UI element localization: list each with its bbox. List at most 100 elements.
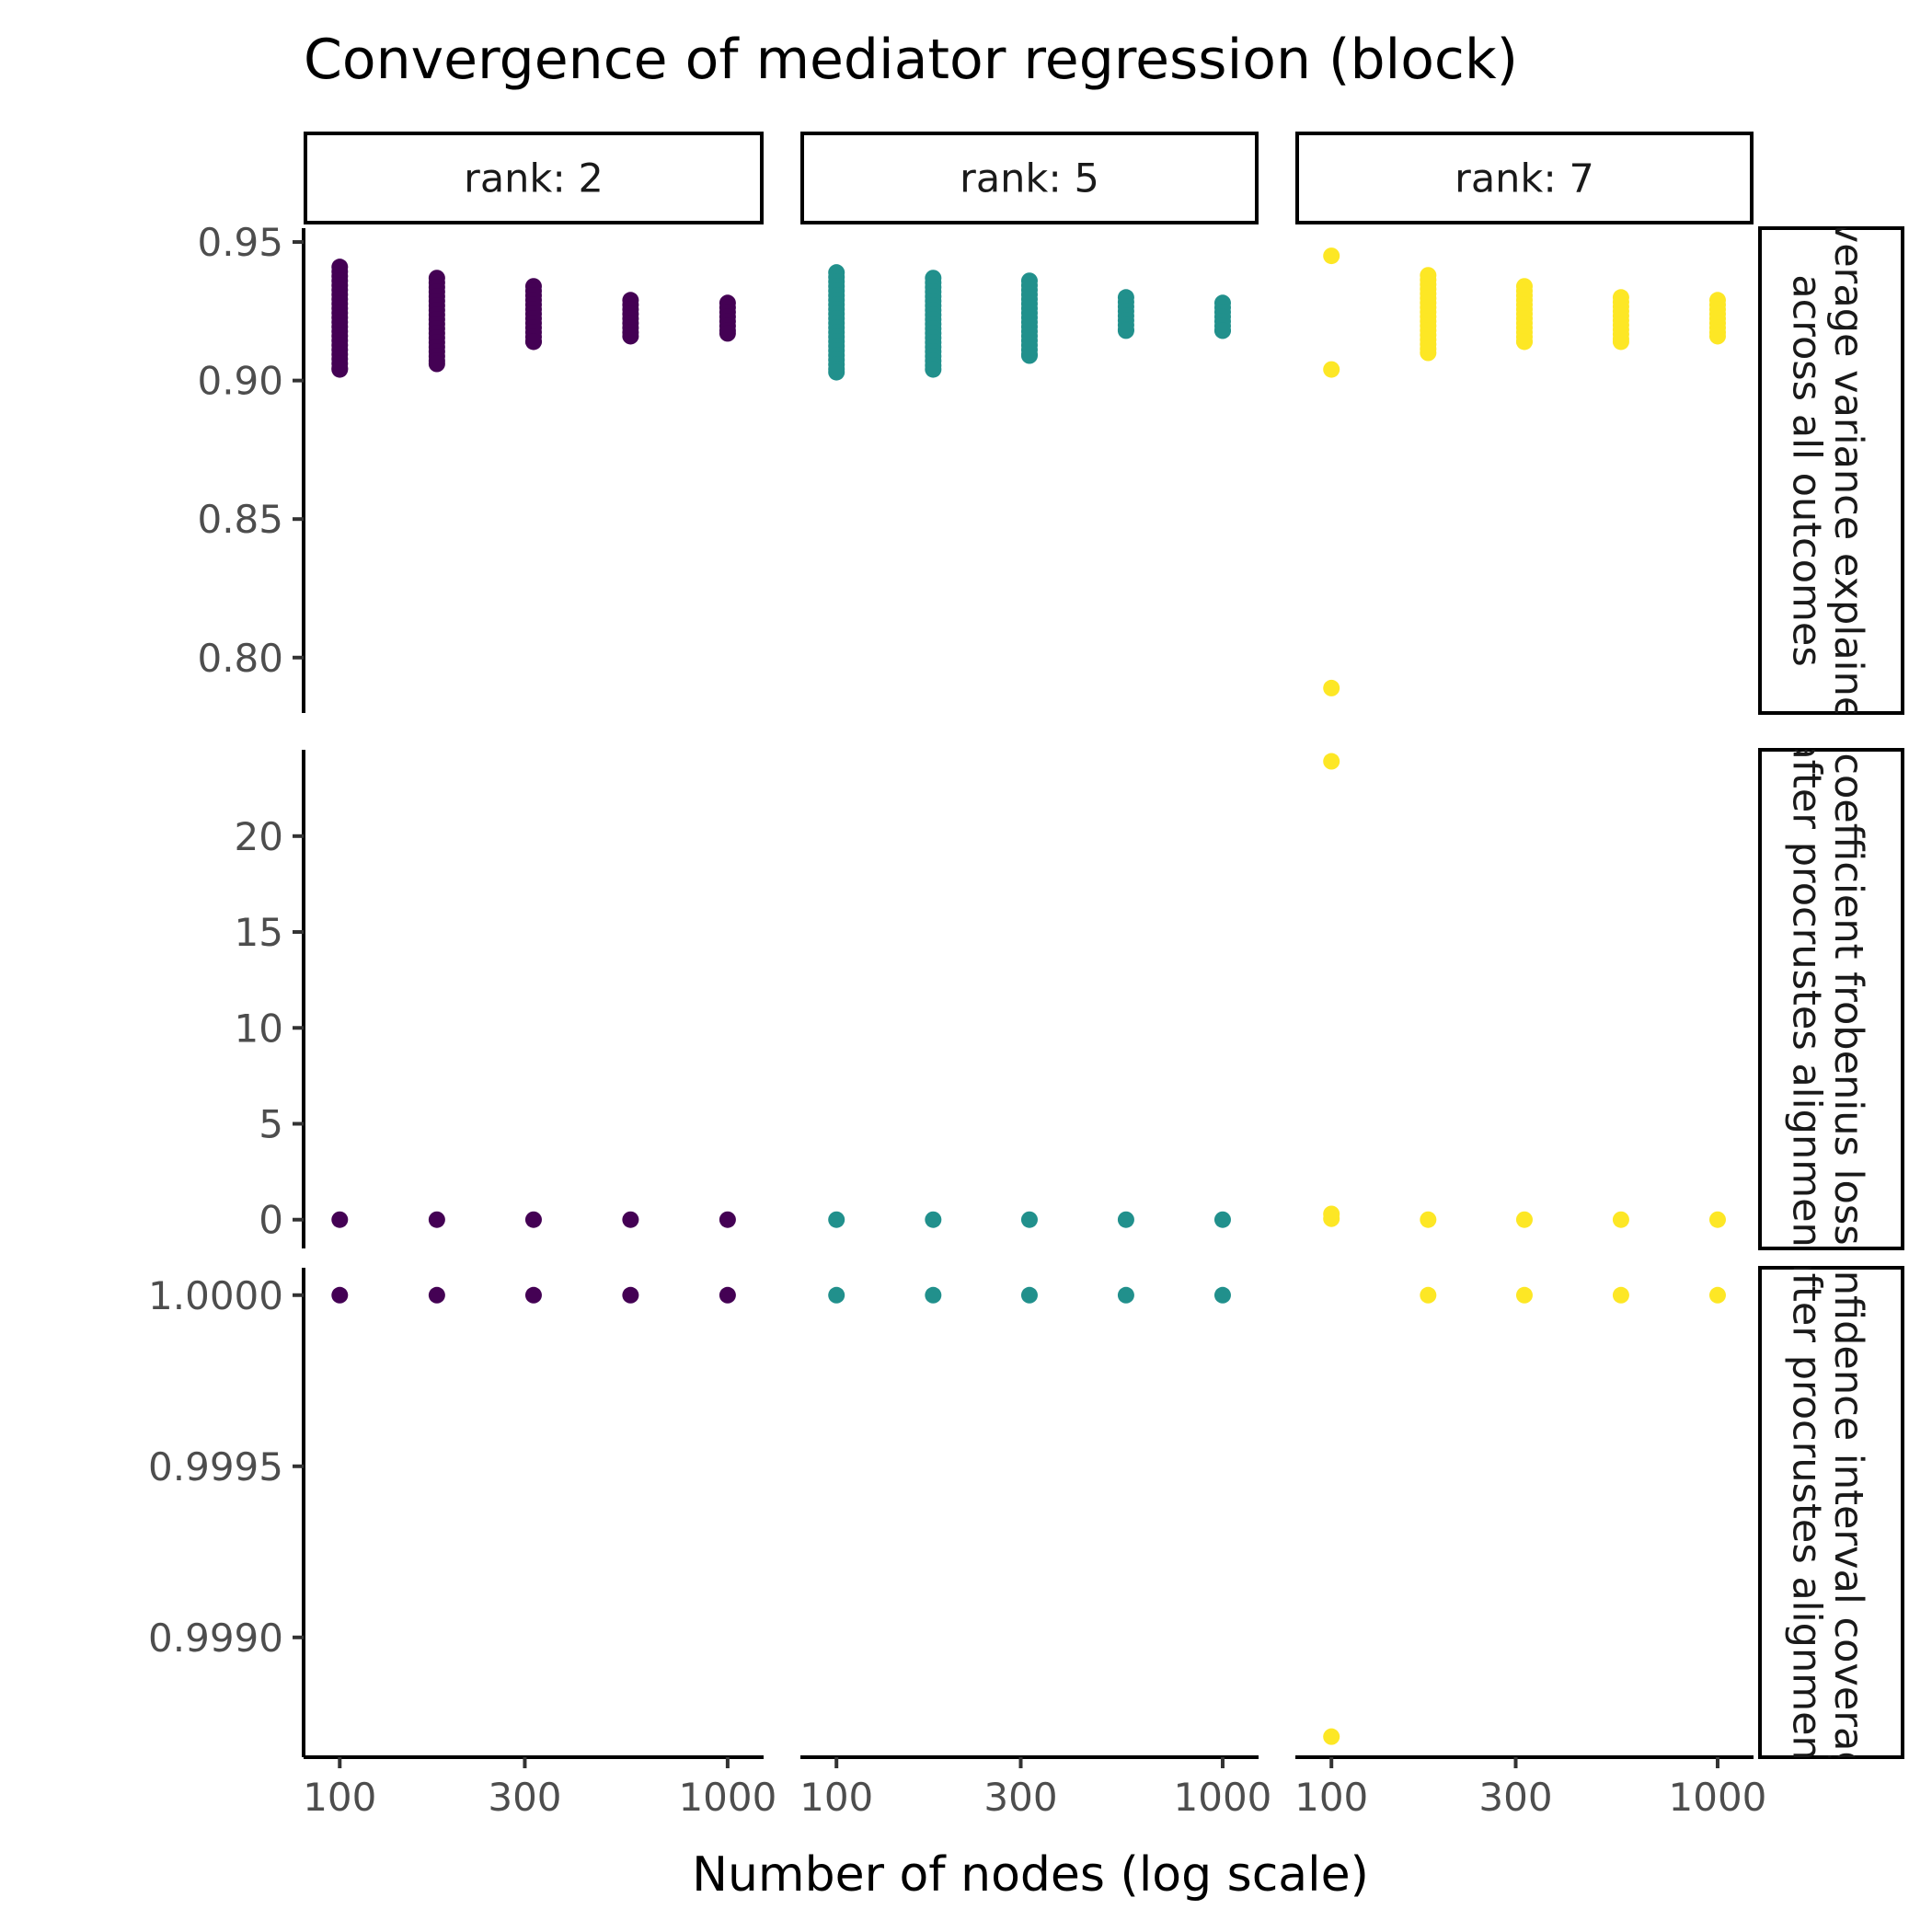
y-tick-label: 0.9995	[148, 1444, 283, 1489]
series-1-1	[331, 259, 736, 378]
data-point	[1020, 1286, 1038, 1304]
data-point	[828, 1286, 845, 1304]
chart-title: Convergence of mediator regression (bloc…	[304, 28, 1518, 92]
data-point	[1323, 1205, 1340, 1223]
x-tick-label: 100	[799, 1775, 873, 1820]
strip-box	[1758, 748, 1904, 1250]
data-point	[1323, 361, 1340, 378]
data-point	[1323, 1728, 1340, 1745]
y-tick-label: 15	[235, 910, 283, 955]
y-tick-label: 0.9990	[148, 1616, 283, 1661]
data-point	[925, 1211, 942, 1228]
data-point	[331, 1211, 349, 1228]
data-point	[1213, 322, 1231, 339]
x-axis-col-1: 100 300 1000	[303, 1755, 776, 1820]
data-point	[622, 1211, 639, 1228]
data-point	[1117, 322, 1134, 339]
x-tick-label: 100	[303, 1775, 376, 1820]
x-tick-label: 300	[488, 1775, 561, 1820]
strip-box	[1758, 1266, 1904, 1759]
y-tick-label: 20	[235, 814, 283, 859]
data-point	[524, 333, 542, 351]
data-point	[1117, 1286, 1134, 1304]
strip-box	[304, 132, 764, 224]
strip-label-line: confidence interval coverage	[1825, 1225, 1871, 1800]
strip-label: rank: 2	[464, 156, 604, 202]
y-tick-label: 0.80	[197, 636, 283, 681]
x-tick-label: 300	[983, 1775, 1057, 1820]
x-axis-col-3: 100 300 1000	[1294, 1755, 1767, 1820]
strip-label: average variance explainedacross all out…	[1784, 195, 1871, 745]
series-3-2	[828, 1286, 1231, 1304]
data-point	[1117, 1211, 1134, 1228]
data-point	[1020, 1211, 1038, 1228]
data-point	[828, 363, 845, 381]
y-axis-row-3: 0.9990 0.9995 1.0000	[148, 1268, 305, 1757]
data-point	[428, 1286, 445, 1304]
data-point	[1612, 1286, 1629, 1304]
series-3-3	[1323, 1286, 1726, 1745]
data-point	[331, 361, 349, 378]
facet-strip-row-1: average variance explainedacross all out…	[1758, 195, 1904, 745]
data-point	[1708, 328, 1726, 345]
strip-label-line: coefficient frobenius loss	[1825, 753, 1871, 1245]
y-tick-label: 0.85	[197, 497, 283, 542]
x-tick-label: 300	[1478, 1775, 1552, 1820]
x-tick-label: 1000	[1174, 1775, 1272, 1820]
data-point	[1213, 1286, 1231, 1304]
strip-label-line: after procrustes alignment	[1784, 1248, 1830, 1776]
y-tick-label: 0.95	[197, 220, 283, 265]
strip-box	[1758, 226, 1904, 715]
data-point	[1515, 1286, 1533, 1304]
series-2-2	[828, 1211, 1231, 1228]
data-point	[1515, 1211, 1533, 1228]
data-point	[1323, 247, 1340, 265]
facet-strip-col-3: rank: 7	[1295, 132, 1754, 224]
data-point	[1420, 1286, 1437, 1304]
series-3-1	[331, 1286, 736, 1304]
data-point	[1708, 1286, 1726, 1304]
y-tick-label: 10	[235, 1006, 283, 1051]
strip-label: coefficient frobenius lossafter procrust…	[1784, 735, 1871, 1262]
strip-text-group: coefficient frobenius lossafter procrust…	[1784, 735, 1871, 1262]
facet-strip-row-3: confidence interval coverageafter procru…	[1758, 1225, 1904, 1800]
data-point	[828, 1211, 845, 1228]
series-2-3	[1323, 753, 1726, 1228]
data-point	[524, 1211, 542, 1228]
data-point	[1020, 347, 1038, 364]
strip-box	[1295, 132, 1754, 224]
data-point	[428, 1211, 445, 1228]
strip-label-line: average variance explained	[1825, 195, 1871, 745]
strip-label: rank: 5	[960, 156, 1099, 202]
y-tick-label: 5	[259, 1102, 283, 1147]
data-point	[1323, 753, 1340, 770]
y-axis-row-1: 0.80 0.85 0.90 0.95	[197, 220, 305, 713]
strip-label: confidence interval coverageafter procru…	[1784, 1225, 1871, 1800]
x-axis-title: Number of nodes (log scale)	[692, 1847, 1369, 1903]
data-point	[428, 355, 445, 373]
y-axis-row-2: 0 5 10 15 20	[235, 750, 305, 1248]
x-tick-label: 1000	[1669, 1775, 1767, 1820]
x-tick-label: 1000	[678, 1775, 776, 1820]
series-2-1	[331, 1211, 736, 1228]
strip-box	[800, 132, 1259, 224]
x-tick-label: 100	[1294, 1775, 1368, 1820]
data-point	[1323, 679, 1340, 696]
y-tick-label: 0	[259, 1198, 283, 1243]
strip-label-line: across all outcomes	[1784, 274, 1830, 667]
data-point	[719, 1211, 736, 1228]
strip-label-line: after procrustes alignment	[1784, 735, 1830, 1262]
data-point	[1612, 1211, 1629, 1228]
facet-strip-col-1: rank: 2	[304, 132, 764, 224]
facet-strip-col-2: rank: 5	[800, 132, 1259, 224]
strip-text-group: confidence interval coverageafter procru…	[1784, 1225, 1871, 1800]
series-1-3	[1323, 247, 1726, 696]
x-axis-col-2: 100 300 1000	[799, 1755, 1272, 1820]
data-point	[719, 1286, 736, 1304]
y-tick-label: 1.0000	[148, 1273, 283, 1318]
facet-grid: rank: 2 rank: 5 rank: 7 average variance ex…	[148, 132, 1904, 1820]
data-point	[1612, 333, 1629, 351]
series-1-2	[828, 264, 1231, 381]
data-point	[1515, 333, 1533, 351]
